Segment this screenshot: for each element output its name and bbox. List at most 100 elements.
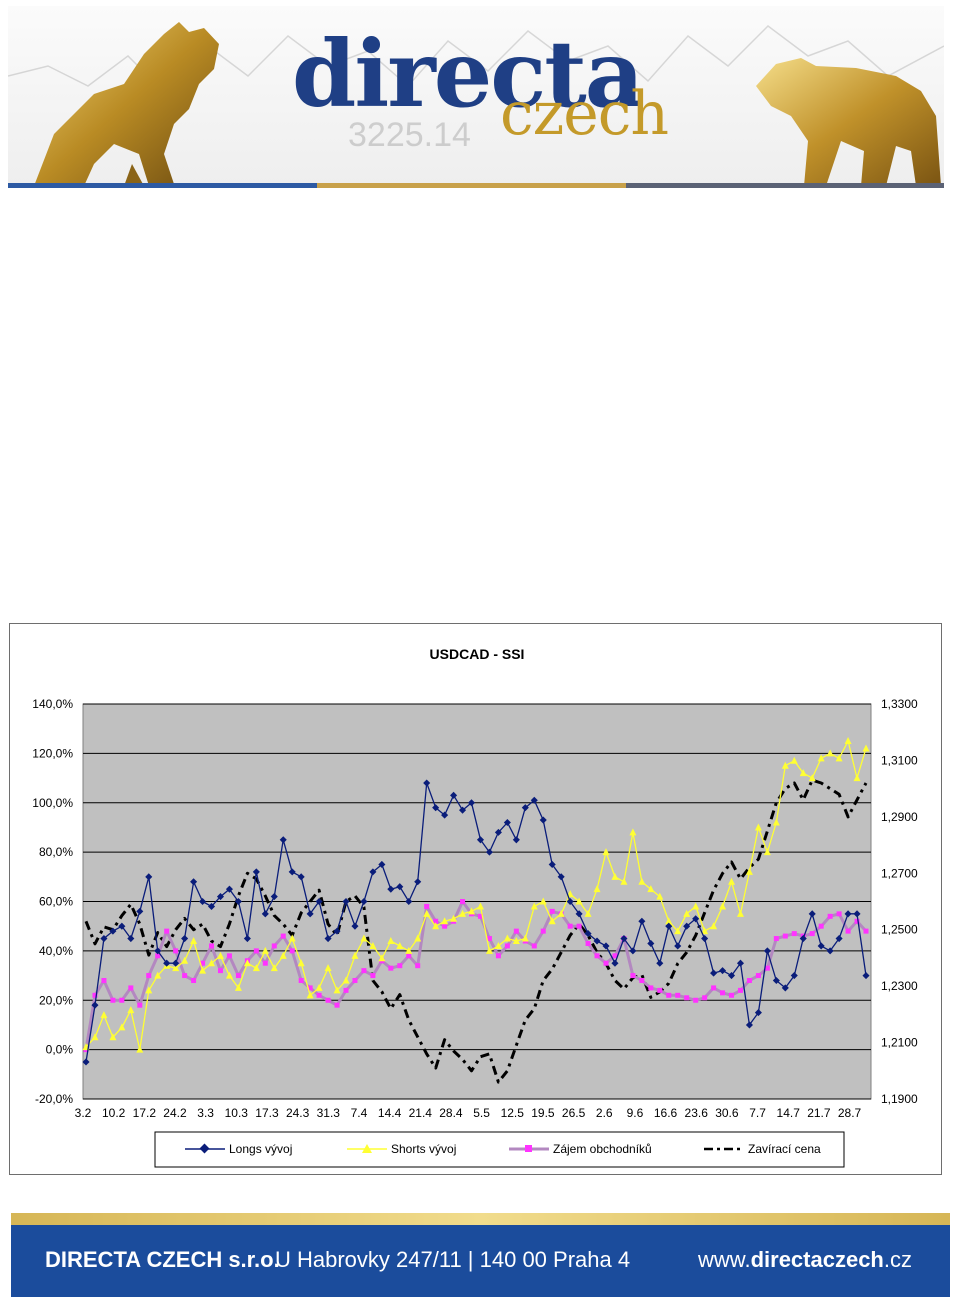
data-point (503, 934, 511, 942)
data-point (225, 971, 233, 979)
usdcad-ssi-chart: USDCAD - SSI -20,0% 0,0% 20,0% 40,0% 60,0% 80… (32, 646, 918, 1168)
data-point (181, 956, 189, 964)
data-point (620, 934, 628, 943)
data-point (252, 868, 260, 876)
legend-item-interest: Zájem obchodníků (509, 1142, 652, 1156)
data-point (684, 995, 690, 1001)
data-point (315, 983, 323, 991)
data-point (746, 978, 752, 983)
data-point (396, 941, 404, 949)
y-right-tick-label: 1,2700 (881, 866, 918, 880)
data-point (243, 934, 251, 943)
data-point (476, 902, 484, 910)
data-point (369, 941, 377, 949)
data-point (243, 959, 251, 967)
data-point (209, 943, 215, 949)
data-point (701, 927, 709, 935)
data-point (207, 902, 216, 910)
x-tick-label: 28.7 (838, 1106, 862, 1120)
data-point (477, 913, 483, 919)
y-right-tick-label: 1,2100 (881, 1036, 918, 1050)
data-point (397, 963, 403, 969)
data-point (333, 927, 341, 935)
data-point (674, 942, 682, 950)
data-point (808, 774, 816, 782)
data-point (450, 791, 458, 799)
data-point (226, 953, 232, 959)
data-point (288, 934, 296, 942)
data-point (172, 959, 180, 967)
y-right-tick-label: 1,2500 (881, 923, 918, 937)
data-point (521, 804, 529, 812)
y-left-tick-label: 80,0% (39, 845, 73, 859)
data-point (154, 971, 162, 979)
data-point (862, 972, 870, 980)
x-tick-label: 12.5 (501, 1106, 525, 1120)
data-point (253, 948, 259, 954)
data-point (325, 997, 331, 1003)
legend-label-longs: Longs vývoj (229, 1142, 292, 1156)
data-point (459, 909, 467, 917)
data-point (270, 964, 278, 972)
data-point (432, 804, 440, 812)
data-point (683, 922, 691, 930)
data-point (548, 860, 556, 869)
data-point (692, 915, 700, 923)
data-point (593, 885, 601, 893)
banner-stripe (8, 183, 944, 188)
x-tick-label: 3.3 (197, 1106, 214, 1120)
y-left-tick-label: 20,0% (39, 993, 73, 1007)
data-point (736, 959, 745, 967)
x-tick-label: 24.2 (163, 1106, 187, 1120)
data-point (423, 779, 431, 787)
data-point (781, 761, 789, 769)
data-point (270, 893, 278, 901)
data-point (594, 953, 600, 959)
data-point (648, 985, 654, 991)
data-point (844, 737, 852, 745)
data-point (450, 914, 458, 922)
data-point (342, 976, 350, 984)
data-point (692, 902, 700, 910)
data-point (764, 965, 770, 971)
data-point (494, 828, 502, 836)
legend-item-longs: Longs vývoj (185, 1142, 292, 1156)
footer: DIRECTA CZECH s.r.o. U Habrovky 247/11 |… (11, 1225, 950, 1297)
data-point (396, 883, 404, 891)
data-point (710, 922, 718, 930)
data-point (665, 922, 673, 930)
data-point (674, 927, 682, 935)
data-point (100, 934, 108, 943)
data-point (279, 951, 287, 959)
data-point (593, 937, 601, 945)
y-left-tick-label: 40,0% (39, 944, 73, 958)
data-point (351, 951, 359, 959)
data-point (845, 928, 851, 934)
x-tick-label: 2.6 (596, 1106, 613, 1120)
data-point (799, 934, 807, 943)
data-point (460, 899, 466, 904)
data-point (414, 878, 422, 886)
data-point (315, 897, 323, 906)
data-point (745, 867, 753, 875)
series-line (85, 740, 867, 1051)
data-point (225, 885, 233, 893)
data-point (585, 940, 591, 946)
y-left-tick-label: 100,0% (32, 796, 73, 810)
footer-website-link[interactable]: www.directaczech.cz (698, 1247, 912, 1273)
data-point (675, 992, 681, 998)
data-point (539, 816, 547, 824)
data-point (584, 909, 592, 917)
y-right-tick-label: 1,2300 (881, 979, 918, 993)
y-right-tick-label: 1,1900 (881, 1092, 918, 1106)
x-tick-label: 17.2 (133, 1106, 157, 1120)
data-point (647, 939, 655, 948)
data-point (513, 928, 519, 934)
data-point (826, 749, 834, 757)
data-point (118, 1023, 126, 1031)
data-point (181, 934, 189, 943)
data-point (342, 897, 350, 906)
x-tick-label: 10.3 (225, 1106, 249, 1120)
data-point (110, 997, 116, 1003)
data-point (271, 943, 277, 949)
